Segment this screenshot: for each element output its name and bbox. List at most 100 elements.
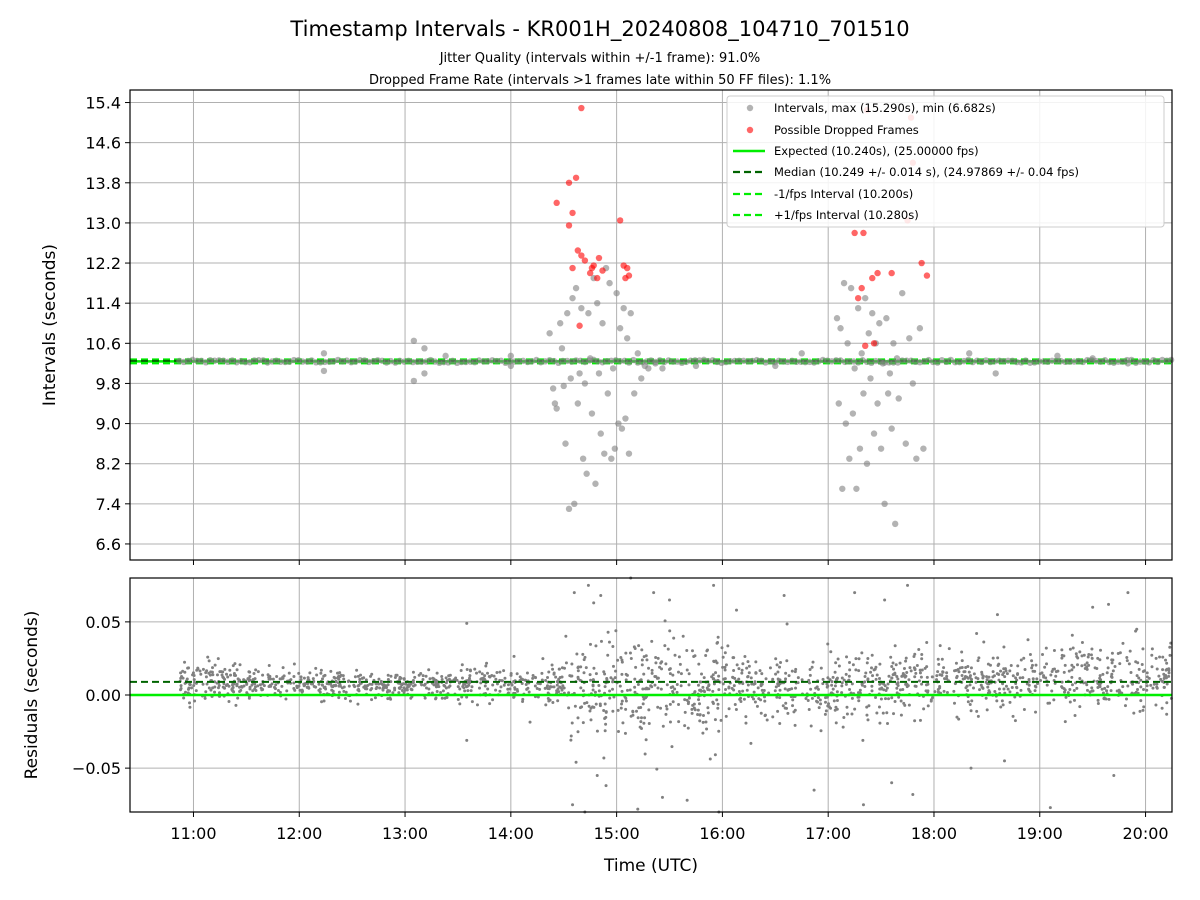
residual-point <box>810 696 814 700</box>
residual-point <box>567 706 571 710</box>
interval-point <box>193 357 201 365</box>
residual-point <box>1089 653 1093 657</box>
residual-point <box>1001 703 1005 707</box>
residual-point <box>432 677 436 681</box>
residual-point <box>445 696 449 700</box>
residual-point <box>978 688 982 692</box>
residual-point <box>1023 668 1027 672</box>
residual-point <box>287 671 291 675</box>
residual-point <box>656 705 660 709</box>
residual-point <box>836 657 840 661</box>
residual-point <box>421 677 425 681</box>
residual-point <box>620 689 624 693</box>
residual-point <box>527 690 531 694</box>
residual-point <box>235 682 239 686</box>
residual-point <box>558 685 562 689</box>
residual-point <box>637 644 641 648</box>
residual-point <box>458 687 462 691</box>
residual-point <box>473 667 477 671</box>
residual-point <box>620 660 624 664</box>
intervals-grid <box>130 90 1172 560</box>
residual-y-tick-label: 0.05 <box>85 613 121 632</box>
residual-point <box>576 716 580 720</box>
residual-point <box>1052 698 1056 702</box>
residual-point <box>925 675 929 679</box>
residual-point <box>381 682 385 686</box>
residual-point <box>665 707 669 711</box>
residual-point <box>851 663 855 667</box>
residual-point <box>640 658 644 662</box>
residual-point <box>543 686 547 690</box>
residual-point <box>599 639 603 643</box>
residual-point <box>716 635 720 639</box>
residual-point <box>808 668 812 672</box>
residual-point <box>906 684 910 688</box>
y-tick-label: 9.8 <box>96 374 121 393</box>
residual-point <box>362 685 366 689</box>
residual-point <box>602 756 606 760</box>
residual-point <box>685 668 689 672</box>
residual-point <box>1019 688 1023 692</box>
residual-point <box>857 695 861 699</box>
residual-point <box>1009 663 1013 667</box>
residual-point <box>1085 661 1089 665</box>
residual-point <box>696 683 700 687</box>
interval-point <box>870 430 878 437</box>
y-tick-label: 7.4 <box>96 495 121 514</box>
y-tick-label: 13.8 <box>85 174 121 193</box>
residual-point <box>730 686 734 690</box>
residual-point <box>685 698 689 702</box>
residual-point <box>746 683 750 687</box>
residual-point <box>591 684 595 688</box>
residual-point <box>713 753 717 757</box>
residual-point <box>1095 666 1099 670</box>
residual-point <box>652 591 656 595</box>
residual-point <box>749 741 753 745</box>
residual-point <box>711 677 715 681</box>
residual-point <box>424 674 428 678</box>
residual-point <box>723 665 727 669</box>
interval-point <box>418 358 425 365</box>
residual-point <box>209 688 213 692</box>
residual-point <box>417 673 421 677</box>
residual-point <box>854 657 858 661</box>
residual-point <box>1137 667 1141 671</box>
residual-point <box>871 674 875 678</box>
residual-point <box>715 698 719 702</box>
residual-point <box>384 686 388 690</box>
interval-point <box>571 500 578 508</box>
legend-label-dropped: Possible Dropped Frames <box>774 123 919 137</box>
residual-point <box>278 690 282 694</box>
residual-point <box>183 690 187 694</box>
residual-point <box>760 672 764 676</box>
residual-point <box>461 685 465 689</box>
residual-point <box>1075 655 1079 659</box>
residual-point <box>599 594 603 598</box>
residual-point <box>760 682 764 686</box>
residual-point <box>621 721 625 725</box>
residual-point <box>578 706 582 710</box>
interval-point <box>546 330 553 337</box>
residual-point <box>980 670 984 674</box>
residual-point <box>227 700 231 704</box>
residual-point <box>833 708 837 712</box>
residual-point <box>503 676 507 680</box>
residual-point <box>1090 686 1094 690</box>
residual-point <box>891 673 895 677</box>
residual-point <box>217 691 221 695</box>
residual-point <box>659 661 663 665</box>
residual-point <box>579 686 583 690</box>
residual-point <box>693 690 697 694</box>
residual-point <box>495 682 499 686</box>
residual-point <box>377 682 381 686</box>
residual-point <box>261 673 265 677</box>
residual-point <box>844 682 848 686</box>
residual-point <box>502 669 506 673</box>
residual-point <box>897 695 901 699</box>
residual-point <box>968 683 972 687</box>
residual-point <box>842 678 846 682</box>
residual-point <box>1027 687 1031 691</box>
residual-point <box>292 662 296 666</box>
residual-point <box>1149 683 1153 687</box>
